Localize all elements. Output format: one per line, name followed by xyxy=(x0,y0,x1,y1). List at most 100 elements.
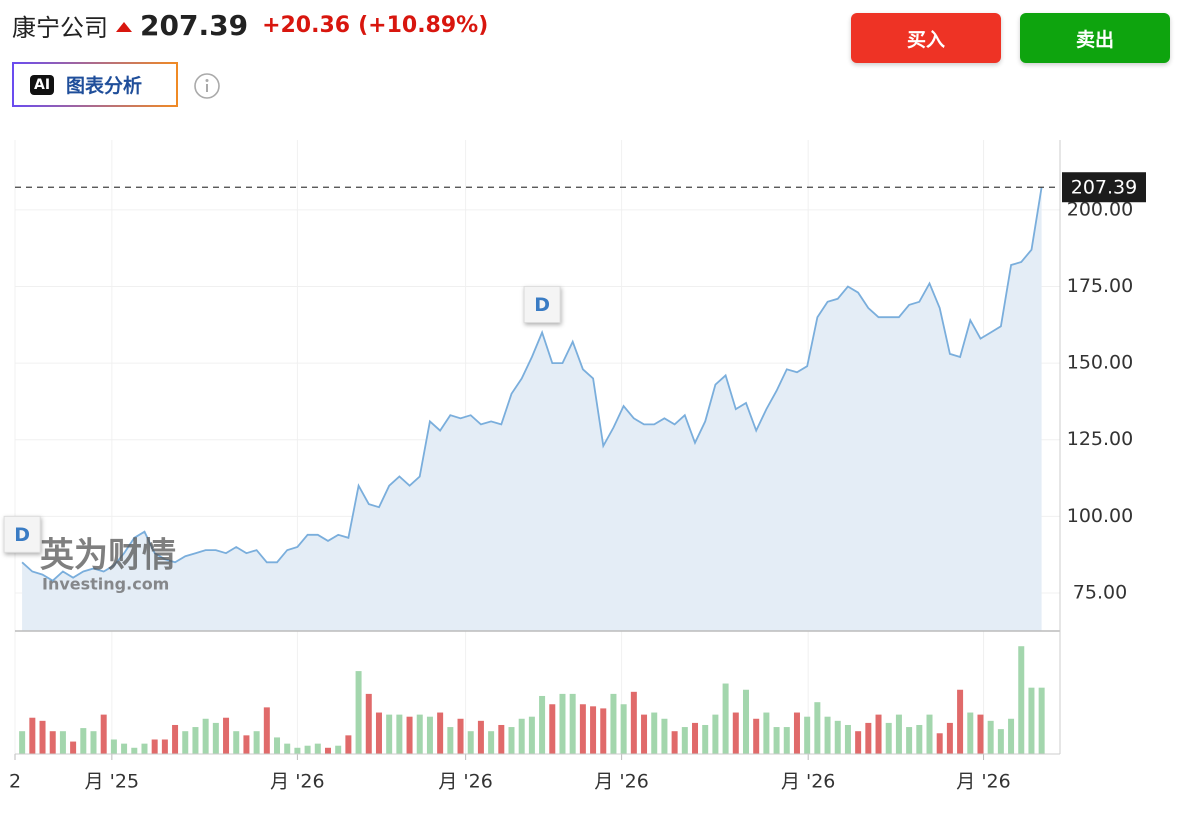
volume-bar xyxy=(957,689,964,754)
volume-bar xyxy=(844,724,851,754)
price-line xyxy=(21,187,1043,582)
volume-bar xyxy=(263,707,270,754)
volume-bar xyxy=(702,724,709,754)
info-icon[interactable] xyxy=(193,72,221,100)
volume-bar xyxy=(39,720,46,754)
volume-bar xyxy=(100,714,107,754)
volume-bar xyxy=(906,727,913,754)
buy-button[interactable]: 买入 xyxy=(851,13,1001,63)
volume-bar xyxy=(671,731,678,754)
volume-bar xyxy=(304,745,311,754)
quote-header: 康宁公司 207.39 +20.36 (+10.89%) xyxy=(12,8,488,43)
y-tick-label: 200.00 xyxy=(1067,198,1133,220)
volume-bar xyxy=(80,728,87,754)
ai-badge: AI xyxy=(30,74,55,95)
volume-bar xyxy=(579,704,586,754)
volume-bar xyxy=(192,727,199,754)
volume-bar xyxy=(59,731,66,754)
volume-bar xyxy=(681,727,688,754)
volume-bar xyxy=(355,671,362,754)
volume-bar xyxy=(793,712,800,754)
volume-bar xyxy=(141,743,148,754)
volume-bar xyxy=(1028,687,1035,754)
x-tick-label: 2 xyxy=(9,771,21,793)
watermark: Investing.com xyxy=(42,575,169,594)
volume-bar xyxy=(131,747,138,754)
volume-bar xyxy=(467,731,474,754)
volume-bar xyxy=(19,731,26,754)
volume-bar xyxy=(49,731,56,754)
volume-bar xyxy=(253,731,260,754)
volume-bar xyxy=(783,727,790,754)
volume-bar xyxy=(722,683,729,754)
volume-bar xyxy=(590,706,597,754)
volume-bar xyxy=(243,735,250,754)
volume-bar xyxy=(1008,718,1015,754)
volume-bar xyxy=(600,708,607,754)
volume-bar xyxy=(620,704,627,754)
volume-bar xyxy=(182,731,189,754)
dividend-label: D xyxy=(534,294,550,316)
volume-bar xyxy=(997,729,1004,754)
volume-bar xyxy=(121,743,128,754)
volume-bar xyxy=(977,714,984,754)
up-arrow xyxy=(116,21,132,32)
last-price-label: 207.39 xyxy=(1071,177,1137,199)
volume-bar xyxy=(559,693,566,754)
volume-bar xyxy=(1018,646,1025,754)
volume-bar xyxy=(508,727,515,754)
volume-bar xyxy=(294,747,301,754)
volume-bar xyxy=(284,743,291,754)
volume-bar xyxy=(365,693,372,754)
volume-bar xyxy=(865,722,872,754)
ai-analysis-button[interactable]: AI 图表分析 xyxy=(12,62,178,107)
volume-bar xyxy=(569,693,576,754)
dividend-badge xyxy=(523,285,561,323)
volume-bar xyxy=(212,722,219,754)
volume-bar xyxy=(518,718,525,754)
y-tick-label: 75.00 xyxy=(1073,581,1127,603)
volume-bar xyxy=(936,733,943,754)
volume-bar xyxy=(406,716,413,754)
volume-bar xyxy=(1038,687,1045,754)
volume-bar xyxy=(447,727,454,754)
volume-bar xyxy=(763,712,770,754)
stock-name: 康宁公司 xyxy=(12,14,108,42)
volume-bar xyxy=(90,731,97,754)
volume-bar xyxy=(742,689,749,754)
volume-bar xyxy=(396,714,403,754)
volume-bar xyxy=(630,691,637,754)
volume-bar xyxy=(610,693,617,754)
x-tick-label: 月 '26 xyxy=(781,771,835,793)
volume-bar xyxy=(804,716,811,754)
volume-bar xyxy=(967,712,974,754)
volume-bar xyxy=(457,718,464,754)
volume-bar xyxy=(324,747,331,754)
volume-bar xyxy=(223,717,230,754)
volume-bar xyxy=(477,720,484,754)
volume-bar xyxy=(855,731,862,754)
volume-bar xyxy=(549,704,556,754)
volume-bar xyxy=(753,718,760,754)
price-area xyxy=(22,187,1042,631)
volume-bar xyxy=(386,714,393,754)
x-tick-label: 月 '26 xyxy=(594,771,648,793)
volume-bar xyxy=(274,737,281,754)
volume-bar xyxy=(375,712,382,754)
sell-button[interactable]: 卖出 xyxy=(1020,13,1170,63)
y-tick-label: 150.00 xyxy=(1067,352,1133,374)
x-tick-label: 月 '26 xyxy=(956,771,1010,793)
volume-bar xyxy=(335,745,342,754)
volume-bar xyxy=(172,724,179,754)
volume-bar xyxy=(824,716,831,754)
y-tick-label: 175.00 xyxy=(1067,275,1133,297)
volume-bar xyxy=(498,724,505,754)
volume-bar xyxy=(151,739,158,754)
volume-bar xyxy=(885,722,892,754)
volume-bar xyxy=(528,716,535,754)
volume-bar xyxy=(29,717,36,754)
volume-bar xyxy=(110,739,117,754)
